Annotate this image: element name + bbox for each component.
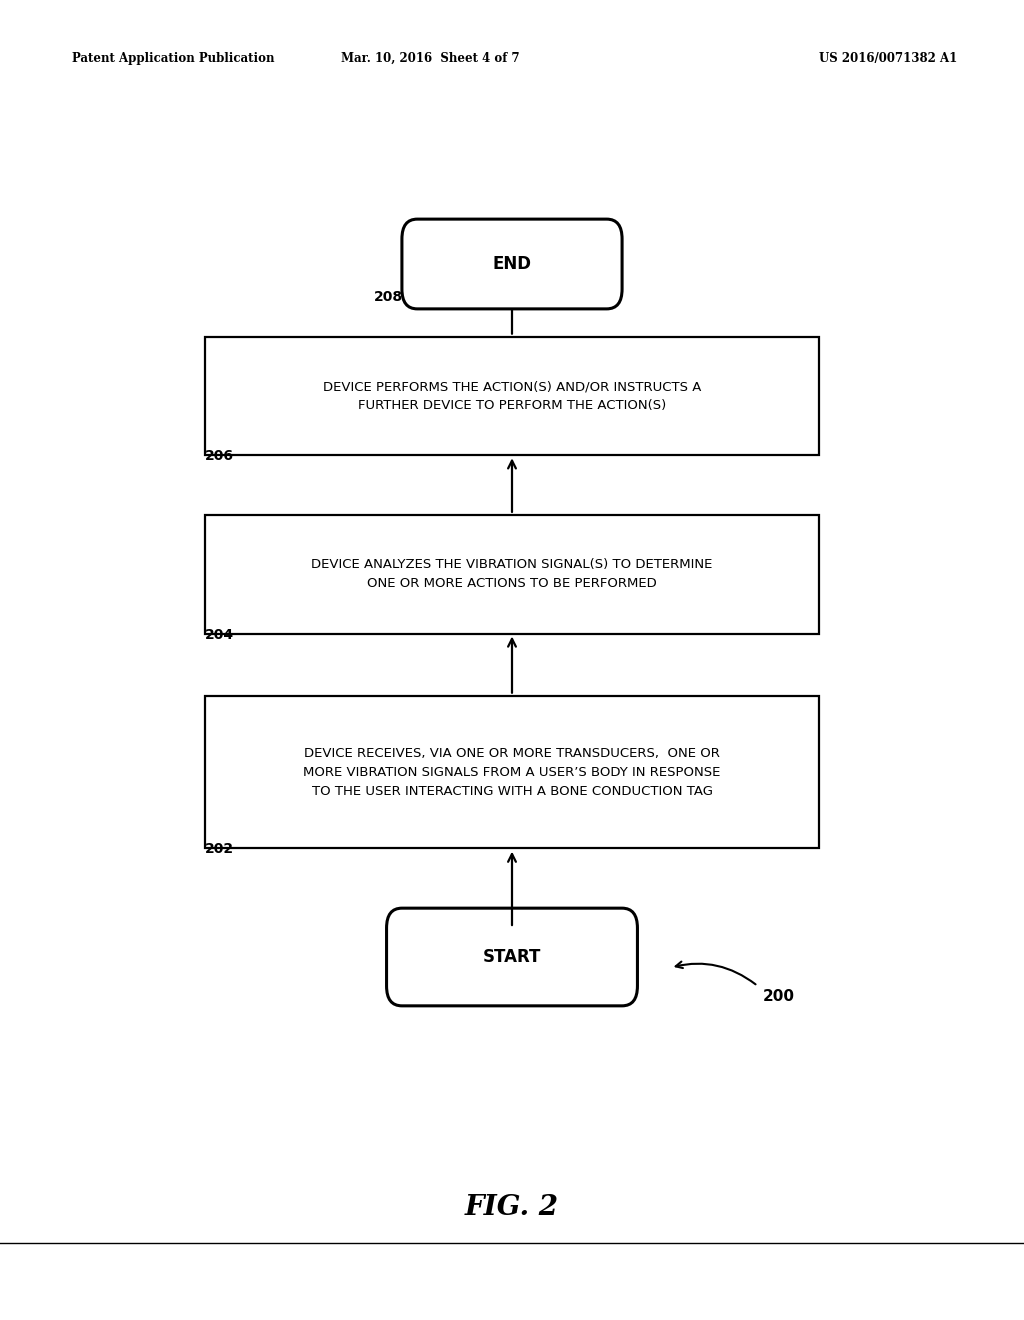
Text: Patent Application Publication: Patent Application Publication	[72, 51, 274, 65]
Text: 204: 204	[205, 627, 233, 642]
FancyBboxPatch shape	[205, 337, 819, 455]
Text: DEVICE ANALYZES THE VIBRATION SIGNAL(S) TO DETERMINE
ONE OR MORE ACTIONS TO BE P: DEVICE ANALYZES THE VIBRATION SIGNAL(S) …	[311, 558, 713, 590]
Text: END: END	[493, 255, 531, 273]
Text: 208: 208	[374, 290, 402, 304]
Text: START: START	[482, 948, 542, 966]
Text: DEVICE PERFORMS THE ACTION(S) AND/OR INSTRUCTS A
FURTHER DEVICE TO PERFORM THE A: DEVICE PERFORMS THE ACTION(S) AND/OR INS…	[323, 380, 701, 412]
Text: US 2016/0071382 A1: US 2016/0071382 A1	[819, 51, 957, 65]
FancyBboxPatch shape	[205, 697, 819, 849]
Text: FIG. 2: FIG. 2	[465, 1195, 559, 1221]
Text: 206: 206	[205, 449, 233, 463]
Text: 202: 202	[205, 842, 233, 857]
Text: DEVICE RECEIVES, VIA ONE OR MORE TRANSDUCERS,  ONE OR
MORE VIBRATION SIGNALS FRO: DEVICE RECEIVES, VIA ONE OR MORE TRANSDU…	[303, 747, 721, 797]
Text: 200: 200	[763, 989, 795, 1005]
Text: Mar. 10, 2016  Sheet 4 of 7: Mar. 10, 2016 Sheet 4 of 7	[341, 51, 519, 65]
FancyBboxPatch shape	[387, 908, 637, 1006]
FancyBboxPatch shape	[205, 515, 819, 634]
FancyBboxPatch shape	[401, 219, 622, 309]
